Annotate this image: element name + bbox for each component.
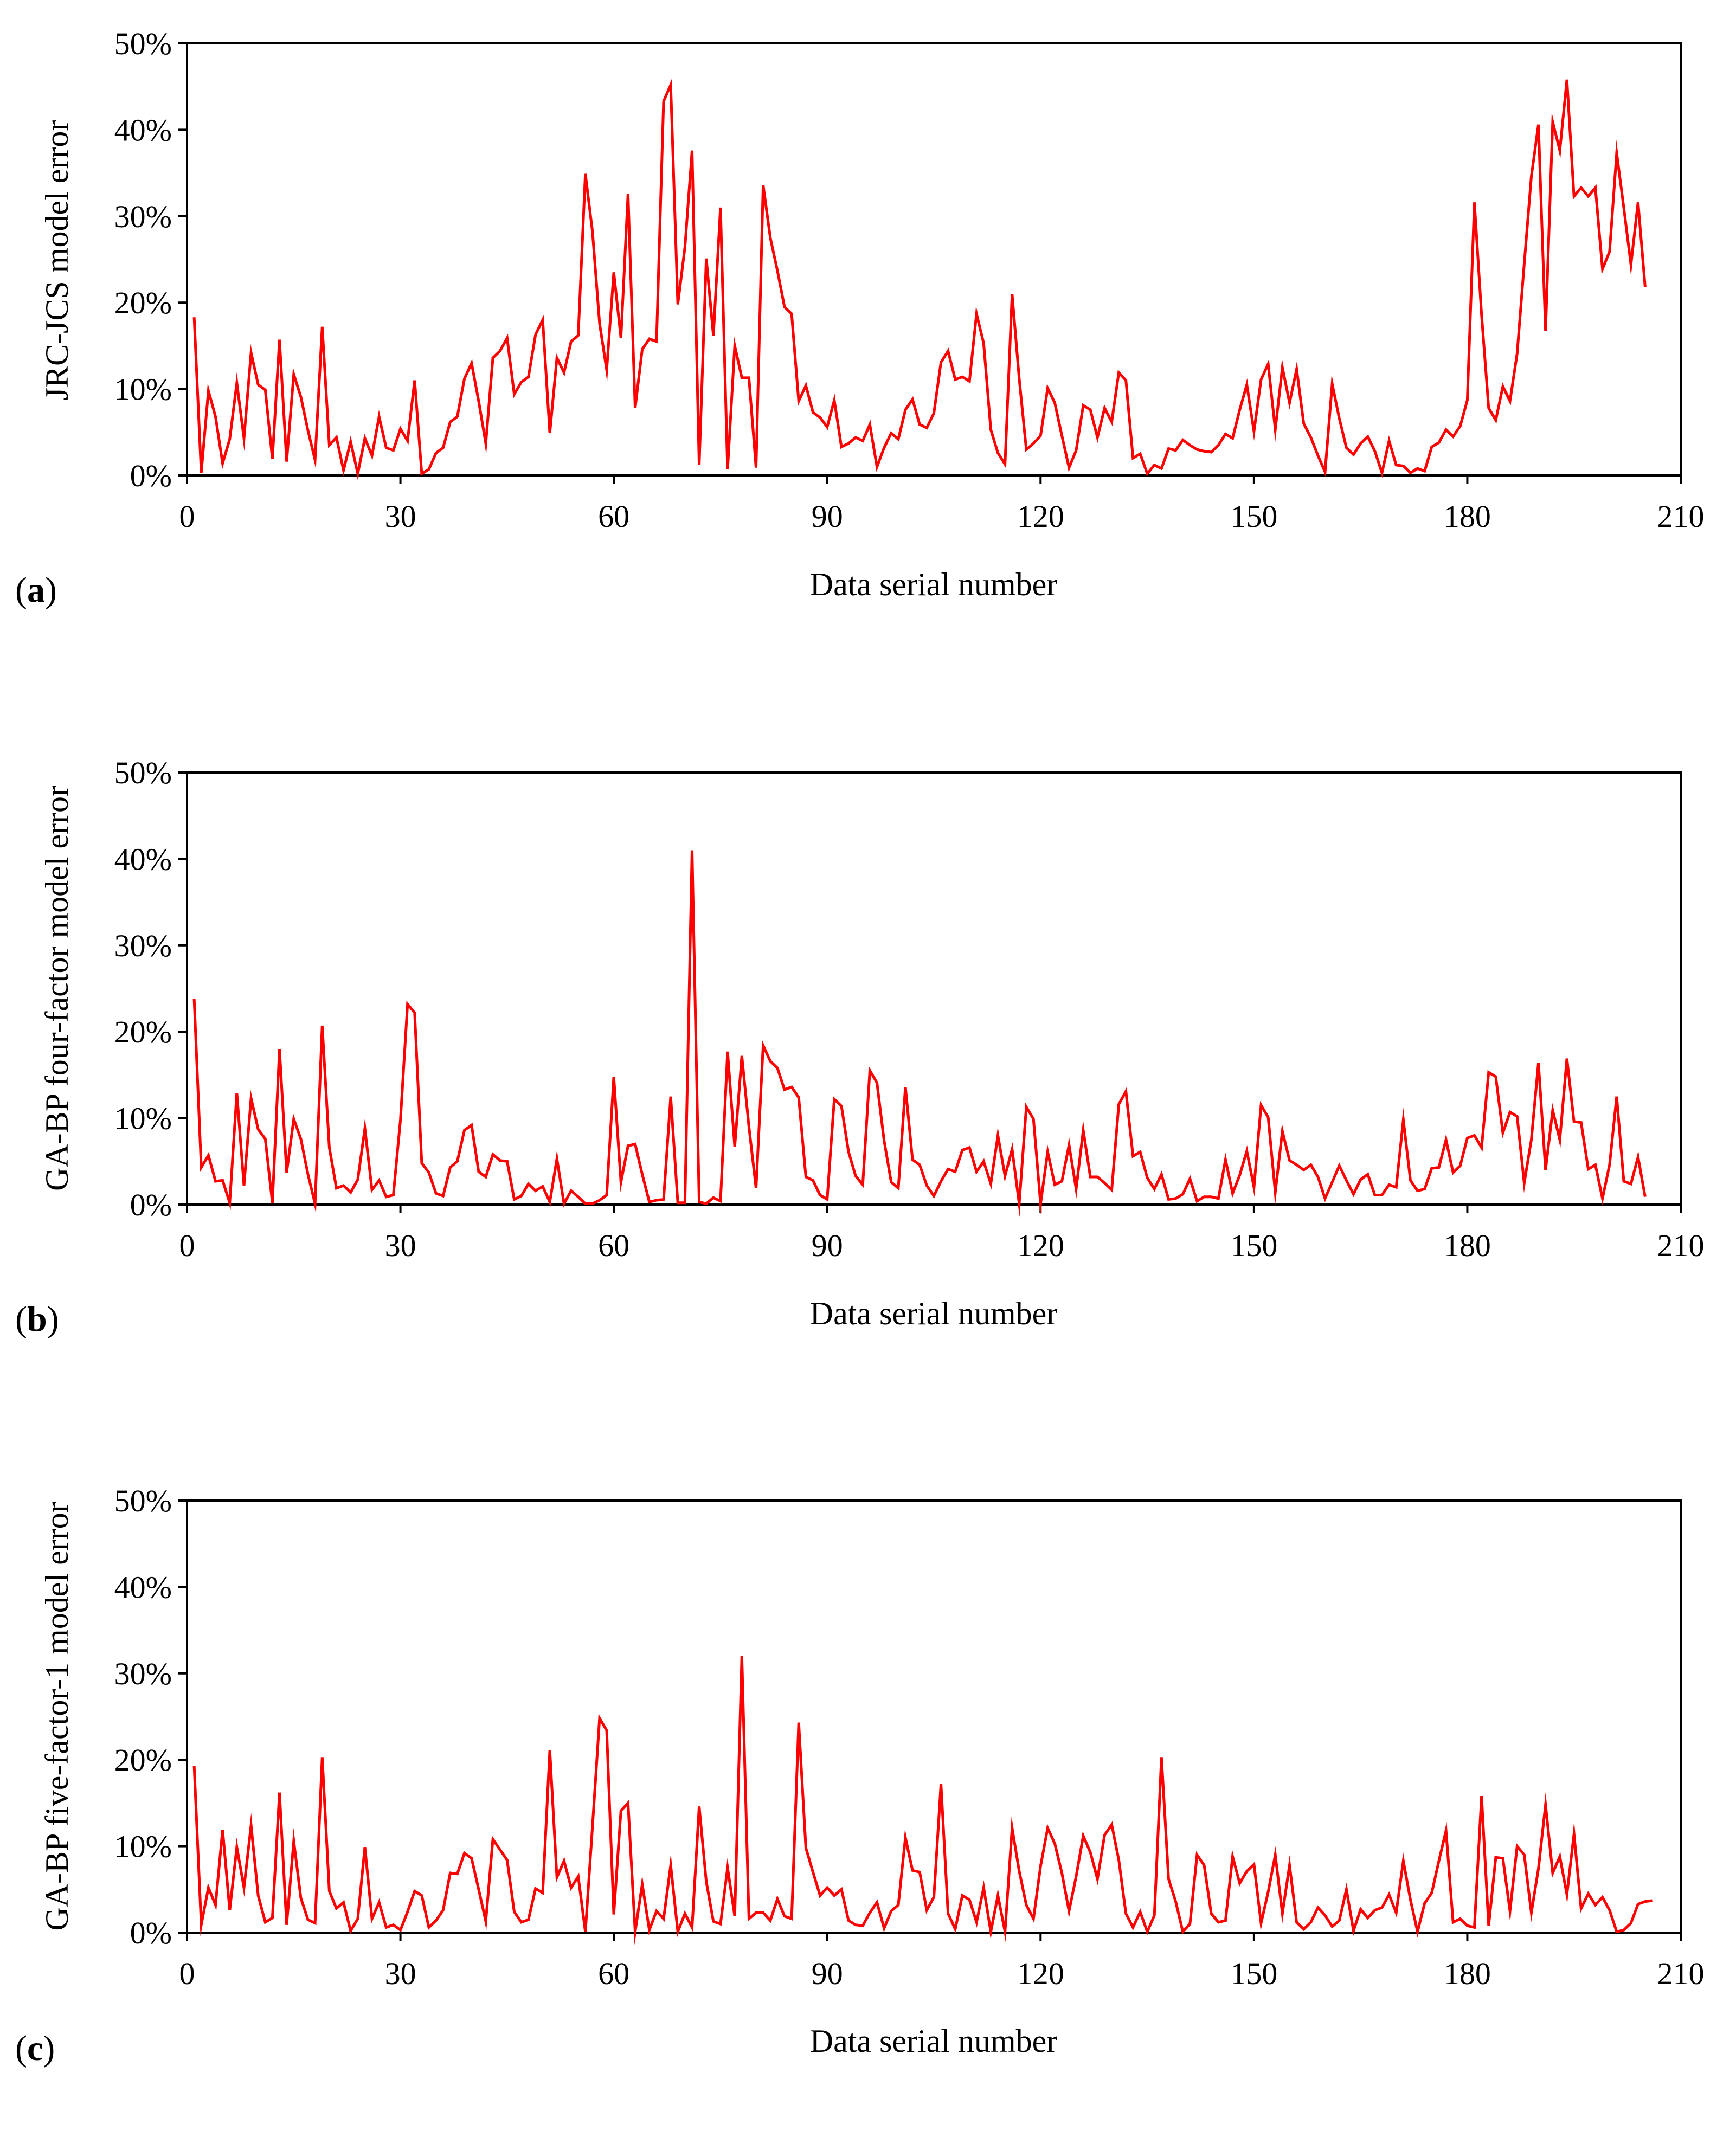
- chart-panel-b: 0 30 60 90 120 150 180 210 0% 10% 20% 30% 40% 50% GA…: [15, 755, 1705, 1339]
- x-tick-label: 120: [1017, 499, 1064, 534]
- x-tick-label: 30: [385, 499, 416, 534]
- y-tick-label: 0%: [130, 1915, 172, 1951]
- plot-frame: [186, 42, 1682, 477]
- y-tick-label: 0%: [130, 458, 172, 493]
- x-tick-label: 30: [385, 1956, 416, 1991]
- y-tick-label: 10%: [114, 1829, 172, 1864]
- y-tick-label: 40%: [114, 112, 172, 147]
- chart-panel-a: 0 30 60 90 120 150 180 210 0% 10% 20% 30% 40% 50% JR…: [15, 26, 1705, 610]
- panel-label-b: (b): [15, 1299, 59, 1339]
- y-axis-ticks: 0% 10% 20% 30% 40% 50%: [114, 26, 187, 493]
- panel-label-letter: c: [27, 2029, 43, 2068]
- x-axis-ticks: 0 30 60 90 120 150 180 210: [179, 475, 1705, 534]
- x-tick-label: 180: [1444, 1956, 1491, 1991]
- y-tick-label: 30%: [114, 928, 172, 963]
- y-tick-label: 50%: [114, 755, 172, 790]
- x-tick-label: 210: [1657, 1228, 1705, 1263]
- y-tick-label: 20%: [114, 1742, 172, 1778]
- y-axis-ticks: 0% 10% 20% 30% 40% 50%: [114, 755, 187, 1222]
- x-axis-ticks: 0 30 60 90 120 150 180 210: [179, 1933, 1705, 1991]
- x-tick-label: 60: [598, 1956, 629, 1991]
- x-tick-label: 60: [598, 499, 629, 534]
- y-tick-label: 50%: [114, 1483, 172, 1518]
- x-axis-label: Data serial number: [810, 567, 1057, 602]
- series-line: [192, 1656, 1653, 1946]
- panel-label-letter: a: [27, 570, 45, 610]
- y-tick-label: 30%: [114, 199, 172, 234]
- y-tick-label: 10%: [114, 372, 172, 407]
- y-tick-label: 20%: [114, 1014, 172, 1050]
- y-tick-label: 50%: [114, 26, 172, 61]
- y-tick-label: 30%: [114, 1656, 172, 1691]
- x-tick-label: 90: [812, 499, 843, 534]
- x-tick-label: 150: [1230, 499, 1277, 534]
- x-axis-label: Data serial number: [810, 1296, 1057, 1331]
- x-tick-label: 90: [812, 1956, 843, 1991]
- series-group: [192, 1656, 1653, 1946]
- x-tick-label: 0: [179, 1956, 195, 1991]
- x-tick-label: 210: [1657, 1956, 1705, 1991]
- plot-frame: [186, 771, 1682, 1206]
- y-tick-label: 40%: [114, 841, 172, 877]
- panel-label-c: (c): [15, 2029, 55, 2068]
- plot-frame: [186, 1499, 1682, 1934]
- x-tick-label: 180: [1444, 499, 1491, 534]
- x-tick-label: 30: [385, 1228, 416, 1263]
- x-tick-label: 120: [1017, 1228, 1064, 1263]
- series-group: [192, 850, 1647, 1218]
- x-axis-label: Data serial number: [810, 2023, 1057, 2059]
- y-axis-ticks: 0% 10% 20% 30% 40% 50%: [114, 1483, 187, 1951]
- x-axis-ticks: 0 30 60 90 120 150 180 210: [179, 1205, 1705, 1263]
- series-group: [192, 79, 1647, 480]
- y-axis-label: JRC-JCS model error: [39, 120, 75, 401]
- y-axis-label: GA-BP four-factor model error: [39, 786, 75, 1191]
- x-tick-label: 210: [1657, 499, 1705, 534]
- y-tick-label: 10%: [114, 1101, 172, 1136]
- x-tick-label: 180: [1444, 1228, 1491, 1263]
- x-tick-label: 120: [1017, 1956, 1064, 1991]
- x-tick-label: 150: [1230, 1956, 1277, 1991]
- panel-label-a: (a): [15, 570, 57, 610]
- x-tick-label: 0: [179, 499, 195, 534]
- y-tick-label: 40%: [114, 1569, 172, 1605]
- panel-label-letter: b: [27, 1299, 47, 1339]
- series-line: [192, 850, 1647, 1218]
- y-tick-label: 20%: [114, 285, 172, 320]
- x-tick-label: 90: [812, 1228, 843, 1263]
- series-line: [192, 79, 1647, 480]
- x-tick-label: 150: [1230, 1228, 1277, 1263]
- chart-panel-c: 0 30 60 90 120 150 180 210 0% 10% 20% 30% 40% 50% GA…: [15, 1483, 1705, 2068]
- x-tick-label: 0: [179, 1228, 195, 1263]
- y-axis-label: GA-BP five-factor-1 model error: [39, 1502, 75, 1930]
- x-tick-label: 60: [598, 1228, 629, 1263]
- y-tick-label: 0%: [130, 1187, 172, 1222]
